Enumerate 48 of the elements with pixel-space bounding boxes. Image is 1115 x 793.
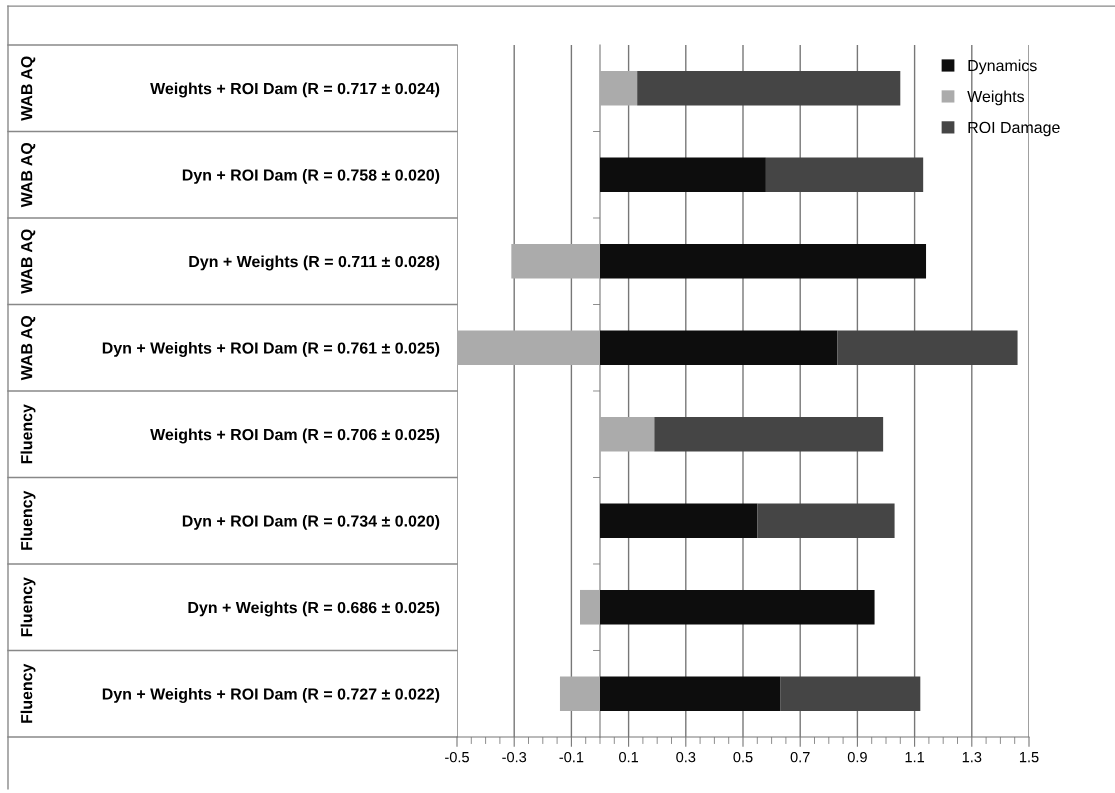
x-tick-label: -0.3: [502, 751, 527, 763]
bar: [637, 70, 901, 106]
y-tick-label: Dyn + ROI Dam (R = 0.758 ± 0.020): [182, 168, 440, 184]
bar: [511, 243, 600, 279]
bar: [600, 157, 766, 193]
bar: [757, 503, 895, 539]
text: Fluency: [20, 663, 36, 723]
bar: [600, 70, 638, 106]
y-tick-label: Dyn + Weights + ROI Dam (R = 0.761 ± 0.025): [102, 341, 440, 357]
x-tick-label: 1.1: [905, 752, 925, 763]
bar: [600, 503, 758, 539]
legend-label: Weights: [967, 90, 1025, 106]
text: Fluency: [20, 490, 36, 550]
bar: [780, 676, 921, 712]
y-tick-label: Dyn + ROI Dam (R = 0.734 ± 0.020): [182, 514, 440, 530]
bar: [600, 676, 781, 712]
legend-label: Dynamics: [968, 59, 1037, 75]
y-tick-label: Dyn + Weights + ROI Dam (R = 0.727 ± 0.022): [102, 687, 440, 703]
x-tick-label: 0.7: [790, 751, 810, 763]
bar: [600, 243, 927, 279]
text: Fluency: [20, 404, 36, 464]
x-tick-label: 1.3: [962, 751, 982, 763]
x-tick-label: 1.5: [1019, 752, 1039, 763]
x-tick-label: 0.3: [676, 751, 696, 763]
x-tick-label: 0.5: [733, 751, 753, 763]
text: WAB AQ: [21, 315, 36, 381]
bar: [654, 416, 884, 452]
legend-label: ROI Damage: [968, 121, 1060, 137]
x-tick-label: -0.1: [559, 751, 584, 763]
text: WAB AQ: [21, 229, 36, 294]
text: WAB AQ: [21, 56, 36, 121]
y-tick-label: Dyn + Weights (R = 0.686 ± 0.025): [188, 601, 440, 617]
x-tick-label: 0.1: [619, 751, 639, 763]
bar: [765, 157, 924, 193]
y-tick-label: Weights + ROI Dam (R = 0.717 ± 0.024): [150, 82, 440, 98]
bar: [600, 416, 655, 452]
bar: [600, 589, 875, 625]
text: WAB AQ: [21, 142, 36, 208]
x-tick-label: 0.9: [847, 751, 867, 763]
bar: [579, 589, 600, 625]
x-tick-label: -0.5: [445, 751, 469, 763]
text: Fluency: [20, 577, 36, 637]
bar: [837, 330, 1018, 366]
y-tick-label: Weights + ROI Dam (R = 0.706 ± 0.025): [150, 428, 440, 444]
bar: [600, 330, 838, 366]
bar: [559, 676, 600, 712]
bar: [457, 330, 600, 366]
y-tick-label: Dyn + Weights (R = 0.711 ± 0.028): [189, 255, 440, 271]
